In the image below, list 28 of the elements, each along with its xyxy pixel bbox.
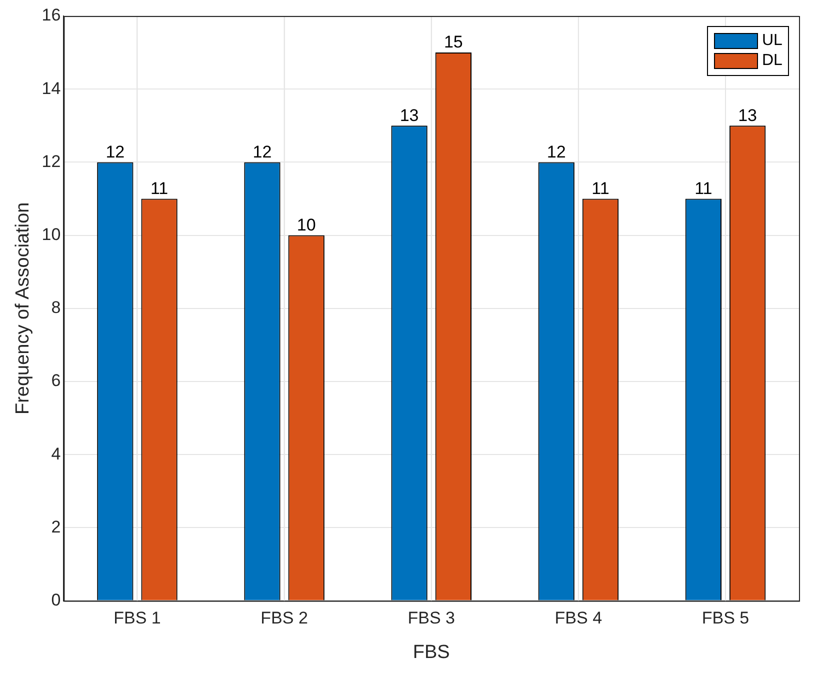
- y-tick-label: 6: [51, 371, 61, 390]
- y-tick-label: 14: [42, 78, 61, 98]
- y-tick-label: 2: [51, 517, 61, 536]
- x-tick-label: FBS 1: [114, 608, 161, 628]
- data-label: 15: [444, 32, 463, 52]
- data-label: 13: [738, 106, 757, 125]
- data-label: 12: [546, 142, 566, 162]
- x-tick-label: FBS 4: [554, 608, 602, 628]
- y-tick-label: 4: [51, 444, 61, 464]
- x-tick-label: FBS 2: [260, 608, 308, 628]
- y-tick-label: 10: [42, 224, 61, 244]
- y-tick-label: 12: [42, 152, 61, 171]
- y-tick-label: 0: [51, 590, 61, 610]
- data-label: 10: [296, 215, 316, 234]
- data-label: 11: [592, 178, 610, 198]
- legend-label: UL: [762, 32, 782, 50]
- y-tick-label: 16: [42, 6, 61, 25]
- y-tick-label: 8: [51, 298, 61, 318]
- data-label: 11: [150, 178, 168, 198]
- y-axis-title: Frequency of Association: [12, 202, 34, 415]
- x-tick-label: FBS 3: [408, 608, 455, 628]
- data-label: 12: [252, 142, 272, 162]
- legend-label: DL: [762, 52, 782, 70]
- data-label: 11: [694, 178, 712, 198]
- x-axis-title: FBS: [412, 642, 450, 663]
- x-tick-label: FBS 5: [702, 608, 750, 628]
- data-label: 12: [106, 142, 125, 162]
- data-label: 13: [400, 106, 419, 125]
